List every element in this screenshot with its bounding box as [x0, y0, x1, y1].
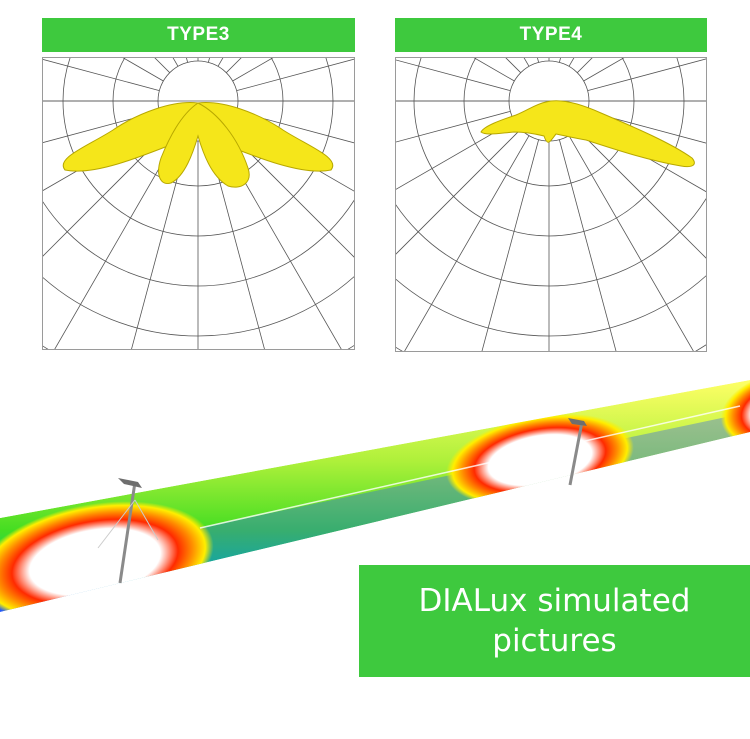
type3-header: TYPE3 [42, 18, 355, 52]
dialux-caption: DIALux simulated pictures [359, 565, 750, 677]
street-light-pole-right [568, 418, 587, 486]
type3-polar-diagram [42, 57, 355, 350]
caption-line-2: pictures [492, 623, 617, 659]
type3-light-distribution-center-lobe [158, 102, 250, 188]
type4-light-distribution [480, 100, 695, 168]
type4-polar-diagram [395, 57, 707, 352]
caption-line-1: DIALux simulated [418, 583, 691, 619]
street-light-pole-left [97, 478, 159, 584]
dialux-road-simulation [0, 380, 750, 612]
type3-polar-grid [43, 58, 354, 349]
type4-header: TYPE4 [395, 18, 707, 52]
